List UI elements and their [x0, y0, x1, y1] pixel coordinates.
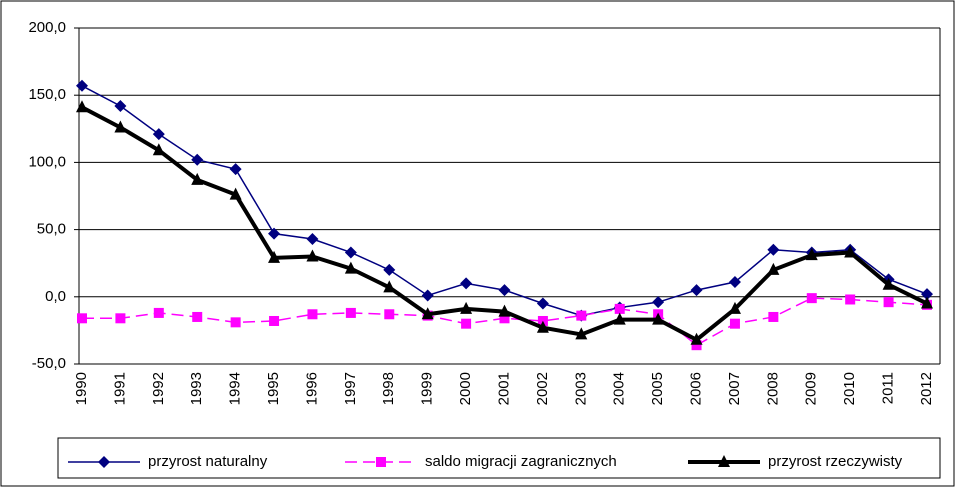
- marker: [76, 79, 88, 92]
- x-tick-label: 1991: [111, 372, 128, 405]
- x-tick-label: 2005: [649, 372, 666, 405]
- marker: [613, 312, 626, 325]
- x-tick-label: 1992: [150, 372, 167, 405]
- marker: [114, 120, 127, 133]
- marker: [376, 457, 386, 467]
- marker: [421, 307, 434, 320]
- marker: [728, 276, 741, 289]
- marker: [499, 313, 510, 324]
- marker: [575, 327, 588, 340]
- x-tick-label: 2008: [764, 372, 781, 405]
- marker: [498, 304, 511, 317]
- x-tick-label: 2010: [841, 372, 858, 405]
- y-tick-label: 50,0: [37, 221, 66, 238]
- marker: [806, 293, 817, 304]
- marker: [229, 163, 242, 176]
- marker: [498, 284, 511, 297]
- marker: [460, 277, 473, 290]
- marker: [718, 455, 730, 467]
- y-tick-label: -50,0: [32, 355, 66, 372]
- marker: [691, 340, 702, 351]
- marker: [614, 303, 625, 314]
- marker: [344, 261, 357, 274]
- marker: [191, 153, 204, 166]
- marker: [652, 296, 665, 309]
- x-tick-label: 1994: [227, 372, 244, 405]
- x-tick-label: 2009: [803, 372, 820, 405]
- marker: [230, 317, 241, 328]
- marker: [729, 318, 740, 329]
- x-tick-label: 2001: [495, 372, 512, 405]
- x-tick-label: 1998: [380, 372, 397, 405]
- marker: [268, 227, 281, 240]
- x-tick-label: 2012: [918, 372, 935, 405]
- marker: [576, 310, 587, 321]
- marker: [153, 307, 164, 318]
- marker: [767, 243, 780, 256]
- marker: [269, 315, 280, 326]
- marker: [921, 288, 933, 301]
- marker: [77, 313, 87, 324]
- marker: [152, 143, 165, 156]
- x-tick-label: 2006: [688, 372, 705, 405]
- marker: [461, 318, 472, 329]
- x-tick-label: 2003: [572, 372, 589, 405]
- marker: [268, 250, 281, 263]
- marker: [383, 263, 396, 276]
- marker: [152, 128, 165, 141]
- x-tick-label: 1996: [303, 372, 320, 405]
- x-tick-label: 2007: [726, 372, 743, 405]
- marker: [307, 309, 318, 320]
- x-tick-label: 2011: [880, 372, 897, 404]
- marker: [652, 312, 665, 325]
- marker: [115, 313, 126, 324]
- marker: [883, 297, 894, 308]
- marker: [383, 280, 396, 293]
- y-tick-label: 200,0: [28, 19, 66, 36]
- marker: [460, 301, 473, 314]
- y-tick-label: 150,0: [28, 86, 66, 103]
- marker: [921, 296, 933, 309]
- x-tick-label: 1999: [419, 372, 436, 405]
- marker: [98, 456, 110, 468]
- legend-label: saldo migracji zagranicznych: [425, 453, 617, 470]
- marker: [728, 301, 741, 314]
- x-tick-label: 1990: [73, 372, 90, 405]
- x-tick-label: 1995: [265, 372, 282, 405]
- marker: [845, 294, 856, 305]
- x-tick-label: 2004: [611, 372, 628, 405]
- marker: [191, 172, 204, 185]
- marker: [690, 332, 703, 345]
- legend-box: [57, 437, 941, 479]
- marker: [192, 311, 203, 322]
- marker: [306, 233, 319, 246]
- marker: [805, 248, 818, 261]
- marker: [76, 100, 88, 113]
- marker: [844, 245, 857, 258]
- x-tick-label: 1997: [342, 372, 359, 405]
- legend-label: przyrost naturalny: [148, 453, 268, 470]
- x-tick-label: 1993: [188, 372, 205, 405]
- legend-label: przyrost rzeczywisty: [768, 453, 903, 470]
- marker: [421, 289, 434, 302]
- marker: [536, 320, 549, 333]
- marker: [345, 307, 356, 318]
- marker: [536, 297, 549, 310]
- marker: [882, 277, 895, 290]
- y-tick-label: 0,0: [45, 288, 66, 305]
- marker: [767, 262, 780, 275]
- marker: [384, 309, 395, 320]
- marker: [229, 187, 242, 200]
- marker: [306, 249, 319, 262]
- x-tick-label: 2000: [457, 372, 474, 405]
- x-tick-label: 2002: [534, 372, 551, 405]
- marker: [114, 99, 127, 112]
- marker: [690, 284, 703, 297]
- marker: [768, 311, 779, 322]
- y-tick-label: 100,0: [28, 153, 66, 170]
- marker: [344, 246, 357, 259]
